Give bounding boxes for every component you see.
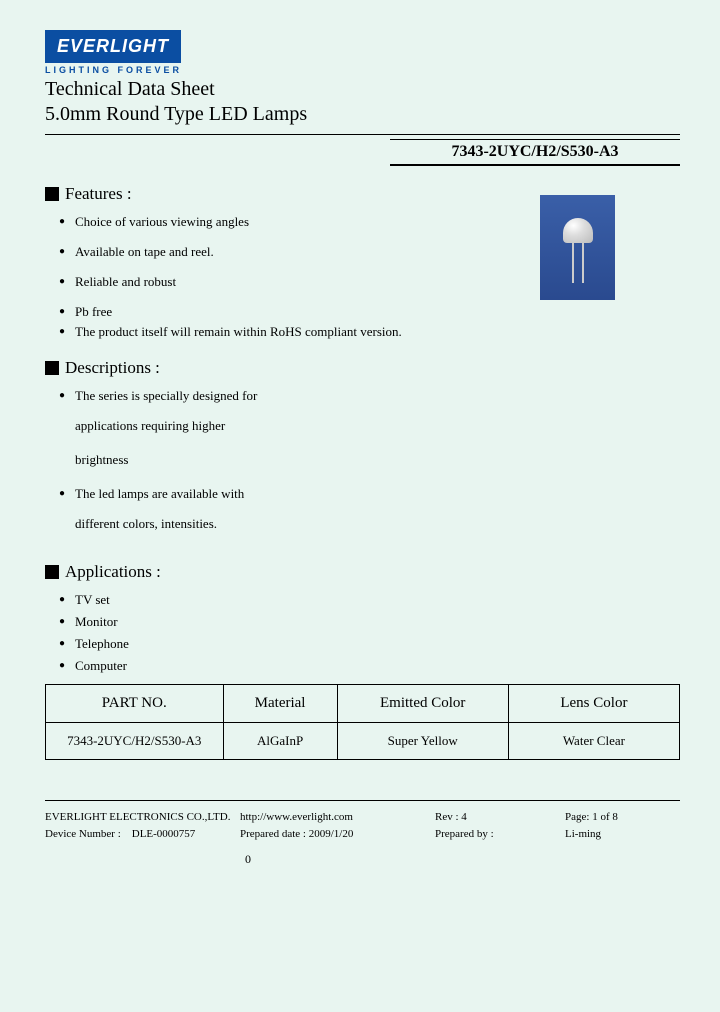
applications-list: TV set Monitor Telephone Computer [45, 592, 680, 674]
description-item: The led lamps are available with [75, 486, 680, 502]
application-item: Telephone [75, 636, 680, 652]
table-header-row: PART NO. Material Emitted Color Lens Col… [46, 685, 680, 723]
table-header: PART NO. [46, 685, 224, 723]
description-item: The series is specially designed for [75, 388, 680, 404]
divider-top [45, 134, 680, 135]
section-heading-descriptions: Descriptions : [45, 358, 680, 378]
footer-url: http://www.everlight.com [240, 811, 435, 823]
features-heading-text: Features : [65, 184, 132, 203]
footer-prepared-by-value: Li-ming [565, 828, 680, 840]
logo-block: EVERLIGHT LIGHTING FOREVER [45, 30, 680, 75]
document-title: Technical Data Sheet [45, 78, 680, 101]
application-item: Computer [75, 658, 680, 674]
divider-footer [45, 800, 680, 801]
page-number-zero: 0 [245, 852, 680, 867]
descriptions-list: The series is specially designed for [45, 388, 680, 404]
table-cell: AlGaInP [223, 723, 337, 760]
descriptions-list: The led lamps are available with [45, 486, 680, 502]
descriptions-heading-text: Descriptions : [65, 358, 160, 377]
table-cell: 7343-2UYC/H2/S530-A3 [46, 723, 224, 760]
description-line: different colors, intensities. [75, 516, 680, 532]
document-subtitle: 5.0mm Round Type LED Lamps [45, 103, 680, 126]
feature-item: The product itself will remain within Ro… [75, 324, 680, 340]
feature-item: Available on tape and reel. [75, 244, 680, 260]
feature-item: Pb free [75, 304, 680, 320]
logo-brand: EVERLIGHT [45, 30, 181, 63]
footer-page: Page: 1 of 8 [565, 811, 680, 823]
table-header: Material [223, 685, 337, 723]
table-cell: Super Yellow [337, 723, 508, 760]
application-item: TV set [75, 592, 680, 608]
table-cell: Water Clear [508, 723, 679, 760]
feature-item: Choice of various viewing angles [75, 214, 680, 230]
part-number: 7343-2UYC/H2/S530-A3 [390, 139, 680, 166]
table-header: Emitted Color [337, 685, 508, 723]
footer-device: Device Number : DLE-0000757 [45, 828, 240, 840]
spec-table: PART NO. Material Emitted Color Lens Col… [45, 684, 680, 760]
section-heading-applications: Applications : [45, 562, 680, 582]
description-line: applications requiring higher [75, 418, 680, 434]
footer-prepared-by-label: Prepared by : [435, 828, 565, 840]
part-number-row: 7343-2UYC/H2/S530-A3 [45, 139, 680, 166]
description-line: brightness [75, 452, 680, 468]
application-item: Monitor [75, 614, 680, 630]
footer-rev: Rev : 4 [435, 811, 565, 823]
logo-tagline: LIGHTING FOREVER [45, 65, 680, 75]
footer: EVERLIGHT ELECTRONICS CO.,LTD. http://ww… [45, 811, 680, 840]
footer-prepared-date: Prepared date : 2009/1/20 [240, 828, 435, 840]
table-header: Lens Color [508, 685, 679, 723]
applications-heading-text: Applications : [65, 562, 161, 581]
table-row: 7343-2UYC/H2/S530-A3 AlGaInP Super Yello… [46, 723, 680, 760]
footer-company: EVERLIGHT ELECTRONICS CO.,LTD. [45, 811, 240, 823]
feature-item: Reliable and robust [75, 274, 680, 290]
